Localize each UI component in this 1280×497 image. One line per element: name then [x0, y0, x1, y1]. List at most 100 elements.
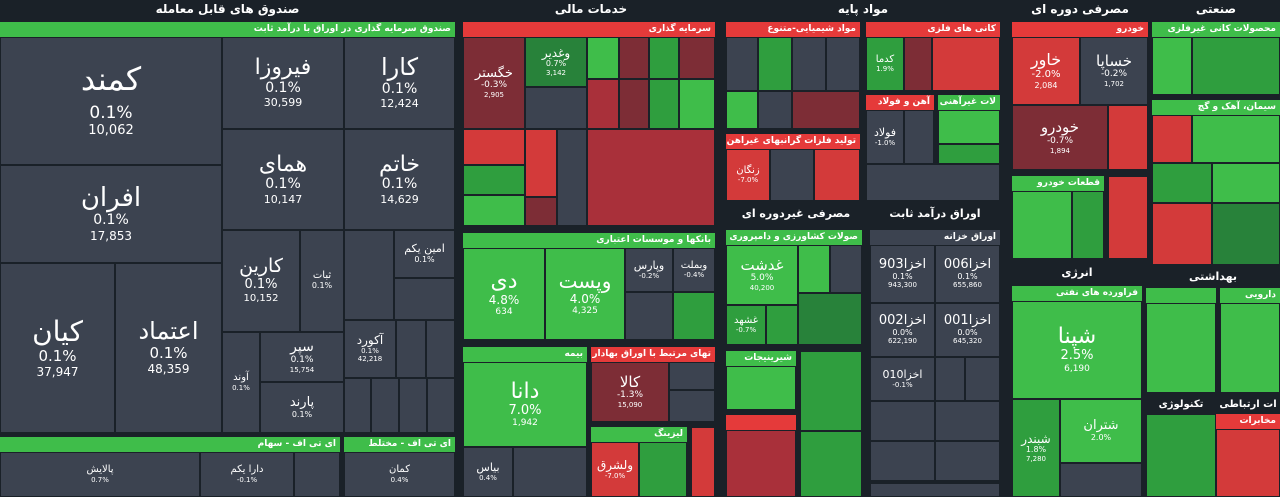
- tile-akhza004[interactable]: [870, 441, 935, 481]
- tile-kegol[interactable]: [904, 37, 932, 91]
- tile-sabat[interactable]: ثبات 0.1%: [300, 230, 344, 332]
- tile-vaazar[interactable]: [525, 129, 557, 197]
- tile-invest-a[interactable]: [679, 37, 715, 79]
- tile-vaghadir[interactable]: وغدیر 0.7% 3,142: [525, 37, 587, 87]
- tile-dey[interactable]: دی 4.8% 634: [463, 248, 545, 340]
- tile-separ[interactable]: سپر 0.1% 15,754: [260, 332, 344, 382]
- tile-arian[interactable]: [525, 87, 587, 129]
- group-header-telecom[interactable]: مخابرات: [1216, 414, 1280, 429]
- tile-akhza007[interactable]: [870, 401, 935, 441]
- group-header-fixed-funds[interactable]: صندوق سرمایه گذاری در اوراق با درآمد ثاب…: [0, 22, 455, 37]
- tile-vaparsa[interactable]: وپارس -0.2%: [625, 248, 673, 292]
- tile-valsapa[interactable]: [639, 442, 687, 497]
- tile-karin[interactable]: کارین 0.1% 10,152: [222, 230, 300, 332]
- group-header-sugar-2[interactable]: [726, 415, 796, 430]
- tile-noori[interactable]: [726, 37, 758, 91]
- group-header-investment[interactable]: سرمایه گذاری: [463, 22, 715, 37]
- tile-avand[interactable]: آوند 0.1%: [222, 332, 260, 433]
- group-header-services[interactable]: [1146, 288, 1216, 303]
- tile-cement-grid[interactable]: [1192, 115, 1280, 163]
- group-header-refinery[interactable]: فراورده های نفتی: [1012, 286, 1142, 301]
- tile-amin[interactable]: امین یکم 0.1%: [394, 230, 455, 278]
- group-header-treasury[interactable]: اوراق خزانه: [870, 230, 1000, 245]
- tile-kara[interactable]: کارا 0.1% 12,424: [344, 37, 455, 129]
- tile-noncyclical-b[interactable]: [800, 431, 862, 497]
- tile-fameli[interactable]: [770, 149, 814, 201]
- tile-vanda[interactable]: [619, 37, 649, 79]
- tile-asamid[interactable]: [371, 378, 399, 433]
- tile-ghadasht[interactable]: غدشت 5.0% 40,200: [726, 245, 798, 305]
- group-header-cement[interactable]: سیمان، آهک و گچ: [1152, 100, 1280, 115]
- group-header-etf-stock[interactable]: ای تی اف - سهام: [0, 437, 340, 452]
- tile-fin-small[interactable]: [691, 427, 715, 497]
- tile-shepna[interactable]: شپنا 2.5% 6,190: [1012, 301, 1142, 399]
- tile-dara[interactable]: دارا یکم -0.1%: [200, 452, 294, 497]
- group-header-leasing[interactable]: لیزینگ: [591, 427, 687, 442]
- tile-valshargh[interactable]: ولشرق -7.0%: [591, 442, 639, 497]
- tile-vatejarat[interactable]: [625, 292, 673, 340]
- tile-vamellat[interactable]: وبملت -0.4%: [673, 248, 715, 292]
- group-header-agri[interactable]: صولات کشاورزی و دامپروری: [726, 230, 862, 245]
- tile-arya[interactable]: [758, 91, 792, 129]
- tile-vasakhet[interactable]: [525, 197, 557, 226]
- tile-bank-small[interactable]: [673, 292, 715, 340]
- tile-telecom-grid[interactable]: [1216, 429, 1280, 497]
- tile-akhza002[interactable]: اخزا002 0.0% 622,190: [870, 303, 935, 357]
- tile-zangan[interactable]: زنگان -7.0%: [726, 149, 770, 201]
- tile-firooza[interactable]: فیروزا 0.1% 30,599: [222, 37, 344, 129]
- tile-shebandar[interactable]: شبندر 1.8% 7,280: [1012, 399, 1060, 497]
- tile-akhza-other[interactable]: [935, 441, 1000, 481]
- tile-invest-grid[interactable]: [587, 129, 715, 226]
- tile-tech-grid[interactable]: [1146, 414, 1216, 497]
- tile-pharma-grid[interactable]: [1220, 303, 1280, 393]
- tile-labkhand[interactable]: [394, 278, 455, 320]
- tile-homay[interactable]: همای 0.1% 10,147: [222, 129, 344, 230]
- tile-tapiko[interactable]: [557, 129, 587, 226]
- tile-akhza003[interactable]: [935, 357, 965, 401]
- tile-ghashahd[interactable]: غشهد -0.7%: [726, 305, 766, 345]
- tile-vabshahr[interactable]: [649, 37, 679, 79]
- tile-vasapa[interactable]: [679, 79, 715, 129]
- tile-akhza101[interactable]: [965, 357, 1000, 401]
- tile-noncyclical-grid[interactable]: [726, 430, 796, 497]
- tile-kamiab[interactable]: [396, 320, 426, 378]
- tile-ghazar[interactable]: [766, 305, 798, 345]
- group-header-sugar[interactable]: شیرینیجات: [726, 351, 796, 366]
- tile-akhza006[interactable]: اخزا006 0.1% 655,860: [935, 245, 1000, 303]
- tile-ore-grid[interactable]: [932, 37, 1000, 91]
- tile-vanir[interactable]: [649, 79, 679, 129]
- group-header-metal-ore[interactable]: کانی های فلزی: [866, 22, 1000, 37]
- tile-cyclical-other[interactable]: [1108, 176, 1148, 259]
- tile-palayesh[interactable]: پالایش 0.7%: [0, 452, 200, 497]
- tile-semga[interactable]: [463, 129, 525, 165]
- tile-khatam[interactable]: خاتم 0.1% 14,629: [344, 129, 455, 230]
- group-header-parts[interactable]: قطعات خودرو: [1012, 176, 1104, 191]
- group-header-steel[interactable]: آهن و فولاد: [866, 95, 934, 110]
- tile-services-grid[interactable]: [1146, 303, 1216, 393]
- tile-akhza010[interactable]: اخزا010 -0.1%: [870, 357, 935, 401]
- tile-insurance-b[interactable]: [513, 447, 587, 497]
- tile-ghopino[interactable]: [798, 245, 830, 293]
- tile-bayas[interactable]: بیاس 0.4%: [463, 447, 513, 497]
- tile-vapost[interactable]: وپست 4.0% 4,325: [545, 248, 625, 340]
- tile-fomrad[interactable]: [814, 149, 860, 201]
- tile-materials-other[interactable]: [866, 164, 1000, 201]
- tile-shavan[interactable]: [1060, 463, 1142, 497]
- tile-zaghal[interactable]: [938, 144, 1000, 164]
- group-header-auto[interactable]: خودرو: [1012, 22, 1148, 37]
- tile-industrial-b[interactable]: [1152, 203, 1212, 265]
- tile-sabandar[interactable]: [344, 378, 371, 433]
- tile-aghagh[interactable]: [344, 230, 394, 320]
- group-header-banks[interactable]: بانکها و موسسات اعتباری: [463, 233, 715, 248]
- group-header-precious[interactable]: تولید فلزات گرانبهای غیراهن: [726, 134, 860, 149]
- tile-vadana[interactable]: [587, 79, 619, 129]
- tile-kaman[interactable]: کمان 0.4%: [344, 452, 455, 497]
- tile-darab[interactable]: [792, 37, 826, 91]
- group-header-insurance[interactable]: بیمه: [463, 347, 587, 362]
- tile-khodkafa[interactable]: [587, 37, 619, 79]
- tile-kala[interactable]: کالا -1.3% 15,090: [591, 362, 669, 422]
- tile-etemad[interactable]: اعتماد 0.1% 48,359: [115, 263, 222, 433]
- tile-barkat[interactable]: [463, 195, 525, 226]
- tile-dana[interactable]: دانا 7.0% 1,942: [463, 362, 587, 447]
- tile-parand[interactable]: پارند 0.1%: [260, 382, 344, 433]
